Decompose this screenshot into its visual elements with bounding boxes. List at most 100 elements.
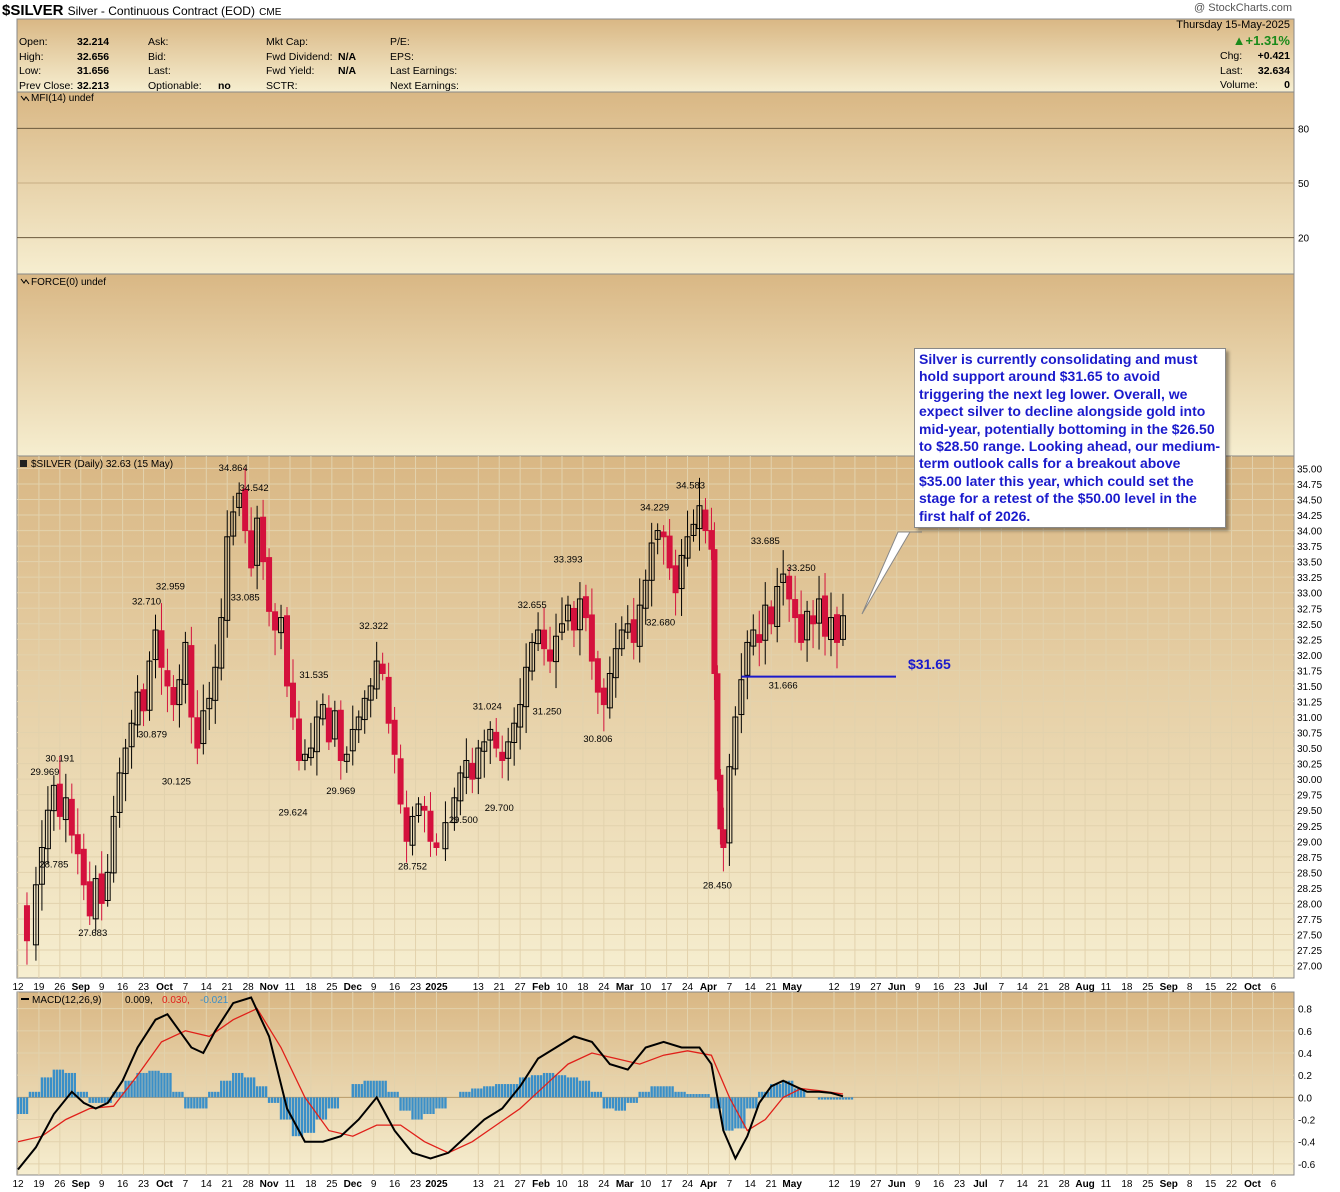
macd-signal-value: 0.030, bbox=[162, 995, 190, 1006]
macd-histogram-bar bbox=[82, 1091, 85, 1098]
candle-up bbox=[529, 641, 536, 672]
candle-up bbox=[553, 635, 560, 663]
x-tick-label-bottom: 21 bbox=[1038, 1179, 1050, 1190]
candle-up bbox=[511, 722, 518, 743]
macd-histogram-bar bbox=[366, 1080, 369, 1098]
macd-histogram-bar bbox=[722, 1097, 725, 1131]
macd-histogram-bar bbox=[844, 1097, 848, 1100]
price-annotation: 33.250 bbox=[787, 563, 816, 574]
macd-histogram-bar bbox=[58, 1069, 62, 1098]
macd-histogram-bar bbox=[596, 1091, 600, 1098]
stat-last-earnings-label: Last Earnings: bbox=[390, 65, 458, 77]
macd-histogram-bar bbox=[31, 1091, 35, 1098]
candle-down bbox=[756, 634, 763, 643]
candle-up bbox=[110, 815, 117, 874]
macd-histogram-bar bbox=[70, 1072, 74, 1098]
candle-up bbox=[32, 884, 39, 946]
macd-histogram-bar bbox=[695, 1094, 698, 1098]
x-tick-label-bottom: 14 bbox=[201, 1179, 213, 1190]
x-tick-label-bottom: 26 bbox=[54, 1179, 66, 1190]
candle-up bbox=[409, 815, 416, 846]
macd-histogram-bar bbox=[223, 1080, 226, 1098]
macd-histogram-bar bbox=[740, 1097, 743, 1129]
macd-histogram-bar bbox=[97, 1097, 100, 1103]
date-label: Thursday 15-May-2025 bbox=[1176, 19, 1290, 31]
macd-histogram-bar bbox=[73, 1072, 76, 1098]
macd-histogram-bar bbox=[55, 1069, 59, 1098]
price-annotation: 30.806 bbox=[583, 734, 612, 745]
macd-histogram-bar bbox=[566, 1077, 570, 1098]
macd-histogram-bar bbox=[773, 1084, 776, 1098]
price-annotation: 28.785 bbox=[39, 860, 68, 871]
macd-histogram-bar bbox=[426, 1097, 429, 1114]
macd-histogram-bar bbox=[360, 1084, 363, 1098]
x-tick-label: 21 bbox=[766, 982, 778, 993]
candle-up bbox=[744, 641, 751, 676]
x-tick-label: 19 bbox=[33, 982, 45, 993]
macd-histogram-bar bbox=[151, 1070, 154, 1098]
candle-up bbox=[44, 809, 51, 850]
macd-histogram-bar bbox=[504, 1084, 507, 1098]
macd-tick-label: -0.6 bbox=[1298, 1160, 1316, 1171]
macd-histogram-bar bbox=[321, 1097, 325, 1120]
stat-high-label: High: bbox=[19, 50, 44, 63]
x-tick-label: Oct bbox=[1244, 982, 1261, 993]
macd-histogram-bar bbox=[713, 1097, 716, 1109]
mfi-tick-label: 50 bbox=[1298, 179, 1310, 190]
x-tick-label-bottom: 11 bbox=[285, 1179, 296, 1190]
macd-histogram-bar bbox=[533, 1075, 537, 1098]
candle-down bbox=[68, 798, 75, 836]
x-tick-label-bottom: 7 bbox=[183, 1179, 189, 1190]
macd-histogram-bar bbox=[43, 1077, 47, 1098]
x-tick-label: 17 bbox=[661, 982, 673, 993]
macd-histogram-bar bbox=[593, 1091, 597, 1098]
macd-histogram-bar bbox=[749, 1097, 752, 1109]
candle-down bbox=[822, 595, 829, 637]
macd-histogram-bar bbox=[554, 1075, 558, 1098]
macd-histogram-bar bbox=[214, 1091, 217, 1098]
x-tick-label-bottom: 23 bbox=[954, 1179, 966, 1190]
macd-histogram-bar bbox=[196, 1097, 199, 1109]
price-tick-label: 29.50 bbox=[1297, 806, 1322, 817]
macd-histogram-bar bbox=[626, 1097, 629, 1103]
x-tick-label-bottom: 16 bbox=[933, 1179, 945, 1190]
price-tick-label: 32.50 bbox=[1297, 620, 1322, 631]
macd-histogram-bar bbox=[551, 1072, 555, 1098]
stat-chg-label: Chg: bbox=[1220, 50, 1243, 62]
x-tick-label-bottom: Aug bbox=[1075, 1179, 1094, 1190]
price-tick-label: 31.00 bbox=[1297, 713, 1322, 724]
macd-histogram-bar bbox=[799, 1088, 803, 1098]
macd-histogram-bar bbox=[163, 1072, 166, 1098]
x-tick-label: Feb bbox=[532, 982, 550, 993]
macd-histogram-bar bbox=[264, 1086, 268, 1098]
x-tick-label: Dec bbox=[344, 982, 363, 993]
macd-tick-label: 0.8 bbox=[1298, 1005, 1312, 1016]
macd-histogram-bar bbox=[793, 1088, 797, 1098]
price-annotation: 31.666 bbox=[769, 681, 798, 692]
candle-down bbox=[164, 670, 171, 687]
x-tick-label-bottom: 23 bbox=[138, 1179, 150, 1190]
candle-up bbox=[481, 741, 488, 752]
macd-histogram-bar bbox=[581, 1080, 585, 1098]
x-tick-label-bottom: 21 bbox=[766, 1179, 778, 1190]
macd-histogram-bar bbox=[127, 1080, 130, 1098]
macd-line bbox=[17, 996, 844, 1171]
macd-panel bbox=[16, 991, 1295, 1176]
stat-open-value: 32.214 bbox=[77, 36, 110, 48]
mfi-tick-label: 20 bbox=[1298, 234, 1310, 245]
macd-histogram-bar bbox=[563, 1075, 567, 1098]
macd-histogram-bar bbox=[249, 1077, 253, 1098]
price-title: $SILVER (Daily) 32.63 (15 May) bbox=[31, 459, 173, 470]
x-tick-label: 11 bbox=[1101, 982, 1112, 993]
price-tick-label: 27.75 bbox=[1297, 915, 1322, 926]
macd-histogram-bar bbox=[330, 1097, 334, 1109]
stat-prev-close-label: Prev Close: bbox=[19, 79, 74, 92]
x-tick-label: 27 bbox=[515, 982, 527, 993]
candle-up bbox=[176, 679, 183, 706]
x-tick-label: 12 bbox=[12, 982, 24, 993]
macd-histogram-bar bbox=[462, 1091, 465, 1098]
candle-up bbox=[319, 704, 326, 720]
macd-histogram-bar bbox=[417, 1097, 420, 1120]
macd-histogram-bar bbox=[512, 1084, 516, 1098]
